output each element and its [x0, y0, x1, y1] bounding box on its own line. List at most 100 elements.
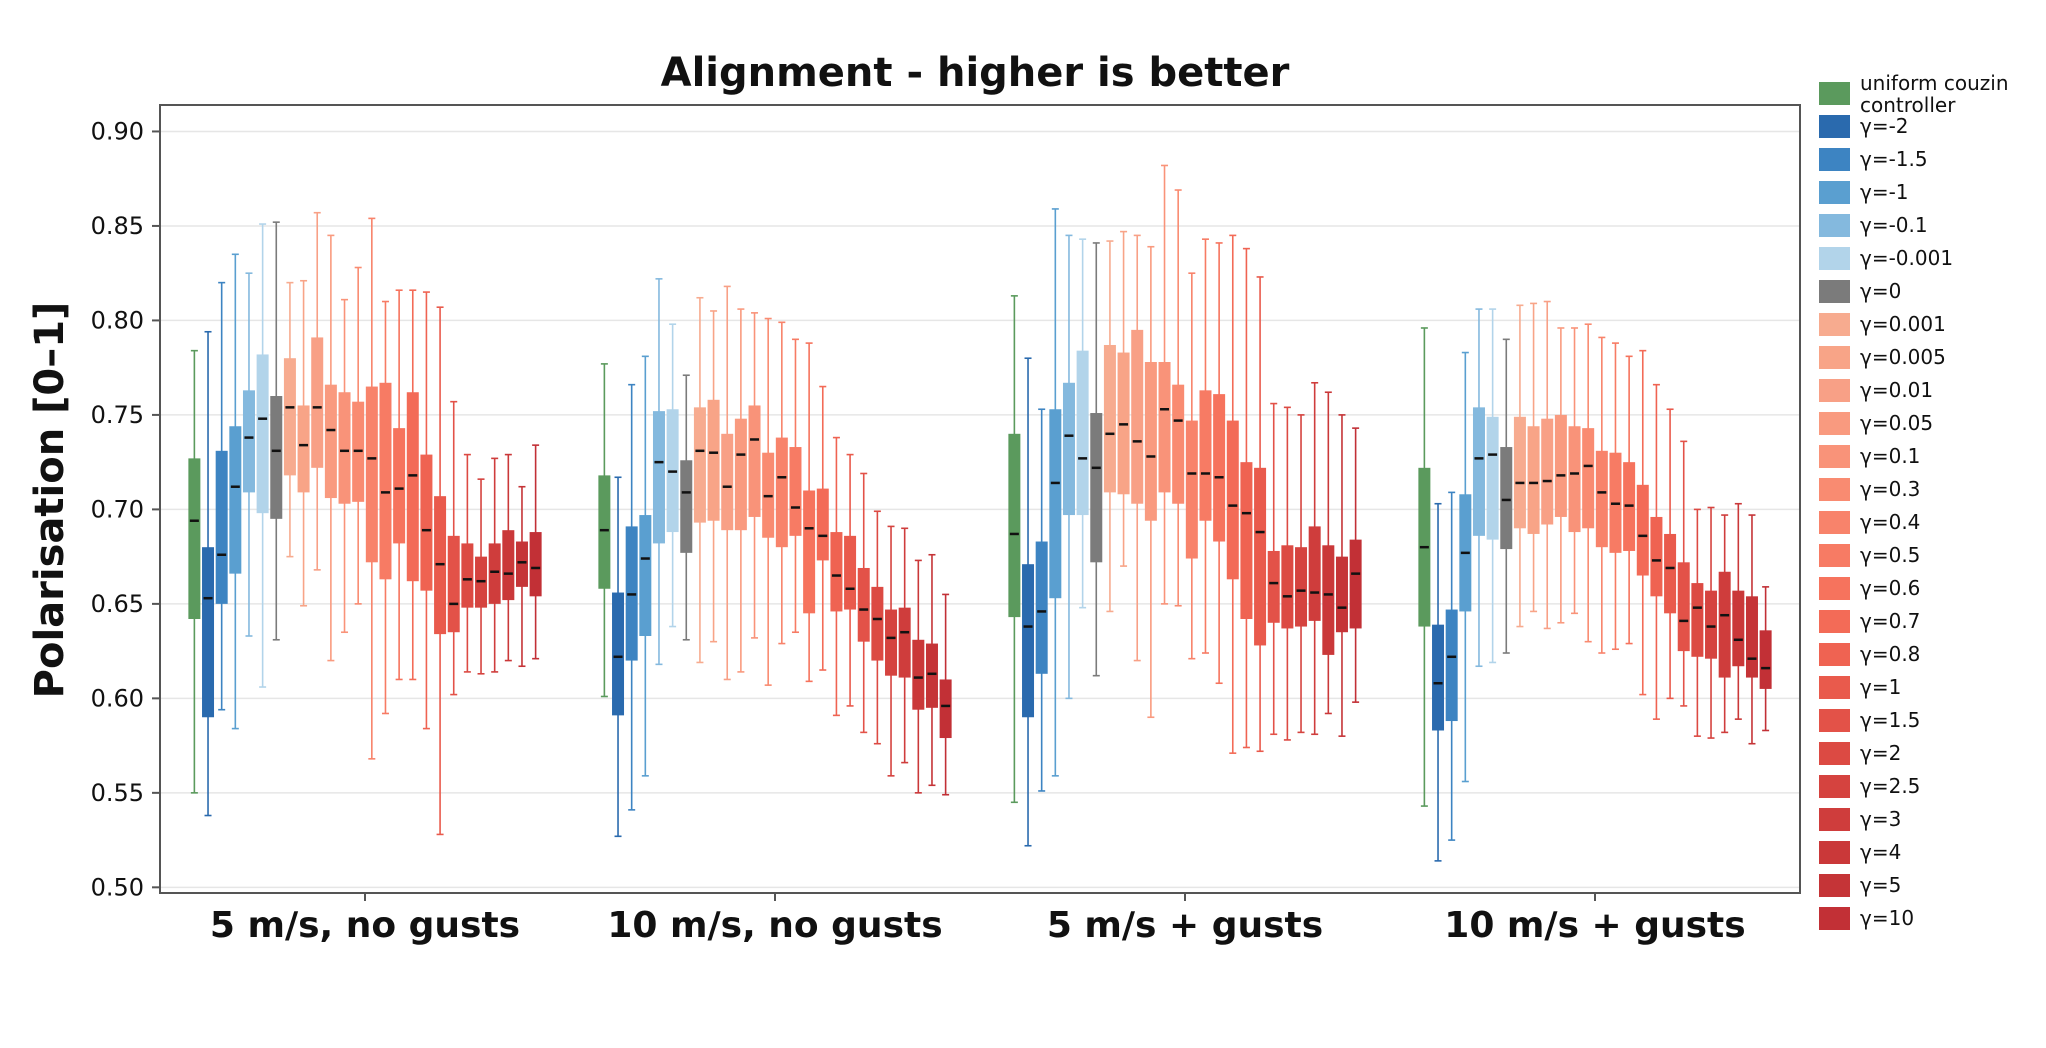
- box-iqr: [734, 418, 747, 531]
- box-iqr: [1664, 533, 1677, 614]
- box-iqr: [1582, 428, 1595, 529]
- box-iqr: [789, 447, 802, 536]
- box-iqr: [1349, 539, 1362, 629]
- legend-item: γ=-0.1: [1819, 213, 1928, 237]
- y-tick-label: 0.60: [91, 684, 144, 712]
- box-iqr: [420, 454, 433, 591]
- box-iqr: [830, 532, 843, 612]
- box-iqr: [680, 460, 693, 553]
- legend-item: γ=0.1: [1819, 444, 1920, 468]
- y-tick-label: 0.80: [91, 306, 144, 334]
- x-category-label: 5 m/s, no gusts: [210, 905, 520, 946]
- box-iqr: [1022, 564, 1035, 718]
- box-iqr: [1240, 462, 1253, 619]
- box-iqr: [461, 543, 474, 608]
- legend-label: γ=0.01: [1860, 378, 1933, 402]
- legend-swatch: [1819, 907, 1850, 930]
- box-group: [598, 278, 952, 838]
- legend-swatch: [1819, 676, 1850, 699]
- box-iqr: [1103, 344, 1116, 493]
- box-iqr: [311, 337, 324, 468]
- y-tick-label: 0.90: [91, 117, 144, 145]
- box-iqr: [1718, 571, 1731, 678]
- box-iqr: [242, 390, 255, 493]
- x-category-label: 10 m/s, no gusts: [607, 905, 942, 946]
- box-iqr: [612, 592, 625, 716]
- box-iqr: [379, 382, 392, 580]
- legend-item: γ=-2: [1819, 114, 1909, 138]
- box-iqr: [529, 532, 542, 597]
- legend-swatch: [1819, 214, 1850, 237]
- box-group: [1418, 300, 1772, 862]
- box-iqr: [188, 458, 201, 619]
- box-iqr: [1267, 550, 1280, 623]
- box-iqr: [283, 358, 296, 476]
- box-iqr: [925, 643, 938, 708]
- legend-swatch: [1819, 775, 1850, 798]
- legend-item: γ=0.005: [1819, 345, 1946, 369]
- legend-label: γ=0.3: [1860, 477, 1920, 501]
- box-iqr: [502, 530, 515, 601]
- legend-label: γ=0.005: [1860, 345, 1946, 369]
- legend-item: γ=-1: [1819, 180, 1909, 204]
- box-iqr: [639, 515, 652, 637]
- box-iqr: [844, 535, 857, 610]
- legend-item: γ=0.05: [1819, 411, 1933, 435]
- box-iqr: [1090, 413, 1103, 563]
- legend-item: γ=0.01: [1819, 378, 1933, 402]
- box-iqr: [1172, 384, 1185, 504]
- box-iqr: [1650, 516, 1663, 597]
- box-iqr: [1745, 596, 1758, 678]
- box-iqr: [256, 354, 269, 514]
- legend-label: γ=0.4: [1860, 510, 1920, 534]
- box-iqr: [721, 433, 734, 531]
- box-iqr: [707, 399, 720, 521]
- box-iqr: [748, 405, 761, 517]
- box-iqr: [1308, 526, 1321, 621]
- box-iqr: [1677, 562, 1690, 652]
- plot-frame: [159, 104, 1801, 894]
- legend-swatch: [1819, 313, 1850, 336]
- legend-item: γ=0.3: [1819, 477, 1920, 501]
- axes-layer: 0.50 0.55 0.60 0.65 0.70 0.75 0.80 0.85 0.90 5 m/…: [91, 117, 1746, 946]
- legend-item: γ=-0.001: [1819, 246, 1953, 270]
- legend-swatch: [1819, 82, 1850, 105]
- box-iqr: [693, 407, 706, 523]
- legend-item: γ=0.4: [1819, 510, 1920, 534]
- legend-item: γ=0.5: [1819, 543, 1920, 567]
- legend-item: γ=0.001: [1819, 312, 1946, 336]
- legend-swatch: [1819, 577, 1850, 600]
- legend-swatch: [1819, 841, 1850, 864]
- legend-label: γ=-1.5: [1860, 147, 1928, 171]
- box-iqr: [1432, 624, 1445, 731]
- legend-swatch: [1819, 115, 1850, 138]
- box-iqr: [447, 535, 460, 633]
- legend-label: γ=-0.001: [1860, 246, 1953, 270]
- box-iqr: [215, 450, 228, 604]
- legend-item: γ=10: [1819, 906, 1914, 930]
- legend-item: γ=2.5: [1819, 774, 1920, 798]
- box-iqr: [1049, 409, 1062, 599]
- legend-item: γ=1.5: [1819, 708, 1920, 732]
- legend-swatch: [1819, 478, 1850, 501]
- legend-label: γ=0.05: [1860, 411, 1933, 435]
- y-tick-label: 0.85: [91, 212, 144, 240]
- box-iqr: [1541, 418, 1554, 525]
- box-iqr: [803, 490, 816, 614]
- legend-label: γ=-0.1: [1860, 213, 1928, 237]
- box-iqr: [1035, 541, 1048, 674]
- legend-swatch: [1819, 709, 1850, 732]
- legend-item: γ=-1.5: [1819, 147, 1928, 171]
- legend-item: γ=0.6: [1819, 576, 1920, 600]
- legend-swatch: [1819, 148, 1850, 171]
- box-iqr: [1705, 590, 1718, 659]
- legend-swatch: [1819, 808, 1850, 831]
- box-iqr: [1759, 630, 1772, 689]
- box-iqr: [324, 384, 337, 499]
- legend-swatch: [1819, 379, 1850, 402]
- legend-item: uniform couzin controller: [1819, 71, 2009, 117]
- legend-swatch: [1819, 346, 1850, 369]
- legend-swatch: [1819, 181, 1850, 204]
